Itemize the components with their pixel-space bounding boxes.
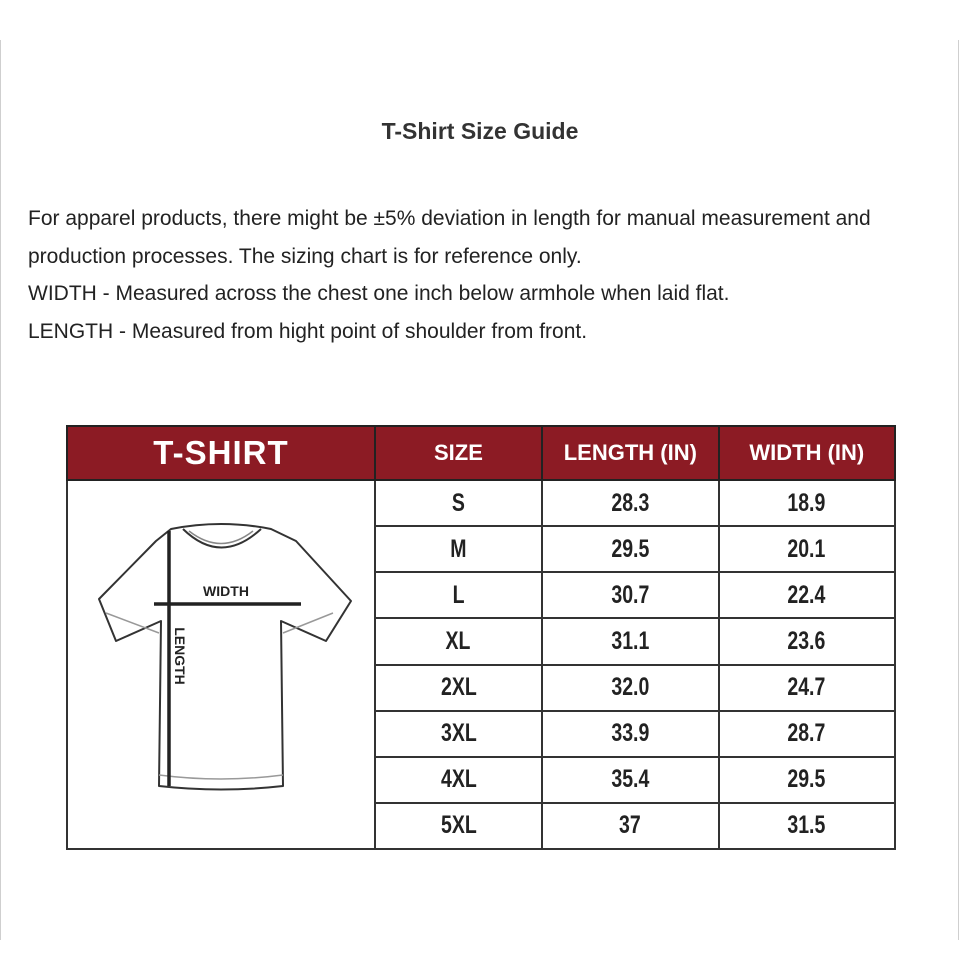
tshirt-diagram: WIDTH LENGTH	[97, 523, 352, 791]
description: For apparel products, there might be ±5%…	[28, 200, 938, 350]
table-row: XL 31.1 23.6	[67, 617, 897, 666]
length-cell: 28.3	[541, 479, 720, 528]
length-note: LENGTH - Measured from hight point of sh…	[28, 319, 588, 343]
header-tshirt: T-SHIRT	[66, 425, 376, 481]
size-cell: M	[373, 525, 544, 574]
table-row: L 30.7 22.4	[67, 571, 897, 620]
width-cell: 22.4	[717, 571, 897, 620]
length-label: LENGTH	[172, 627, 188, 685]
width-cell: 24.7	[717, 663, 897, 712]
length-cell: 37	[541, 802, 720, 851]
width-cell: 18.9	[717, 479, 897, 528]
width-cell: 28.7	[717, 710, 897, 758]
width-cell: 23.6	[717, 617, 897, 666]
size-cell: 3XL	[373, 710, 544, 758]
size-chart-table: T-SHIRT SIZE LENGTH (IN) WIDTH (IN)	[66, 425, 897, 851]
page-title: T-Shirt Size Guide	[381, 118, 579, 144]
page-border-right	[958, 40, 959, 940]
table-header-row: T-SHIRT SIZE LENGTH (IN) WIDTH (IN)	[66, 425, 897, 481]
header-width: WIDTH (IN)	[717, 425, 897, 481]
deviation-note: For apparel products, there might be ±5%…	[28, 207, 871, 268]
length-cell: 33.9	[541, 710, 720, 758]
length-cell: 32.0	[541, 663, 720, 712]
tshirt-collar	[182, 528, 262, 549]
size-cell: 5XL	[373, 802, 544, 851]
size-cell: XL	[373, 617, 544, 666]
table-row: WIDTH LENGTH S 28.3 18.9	[66, 479, 897, 850]
table-row: 2XL 32.0 24.7	[67, 663, 897, 712]
width-cell: 29.5	[717, 756, 897, 804]
size-cell: 2XL	[373, 663, 544, 712]
size-cell: S	[373, 479, 544, 528]
page-border-left	[0, 40, 1, 940]
table-row: M 29.5 20.1	[67, 525, 897, 574]
header-length: LENGTH (IN)	[541, 425, 720, 481]
table-row: 3XL 33.9 28.7	[67, 710, 897, 758]
table-row: 5XL 37 31.5	[67, 802, 897, 851]
size-cell: 4XL	[373, 756, 544, 804]
length-cell: 30.7	[541, 571, 720, 620]
header-size: SIZE	[373, 425, 544, 481]
width-cell: 31.5	[717, 802, 897, 851]
length-cell: 31.1	[541, 617, 720, 666]
size-cell: L	[373, 571, 544, 620]
width-cell: 20.1	[717, 525, 897, 574]
table-row: 4XL 35.4 29.5	[67, 756, 897, 804]
width-label: WIDTH	[203, 583, 249, 599]
width-note: WIDTH - Measured across the chest one in…	[28, 282, 730, 305]
tshirt-diagram-cell: WIDTH LENGTH	[66, 479, 376, 850]
length-cell: 29.5	[541, 525, 720, 574]
tshirt-outline	[97, 523, 352, 791]
length-cell: 35.4	[541, 756, 720, 804]
